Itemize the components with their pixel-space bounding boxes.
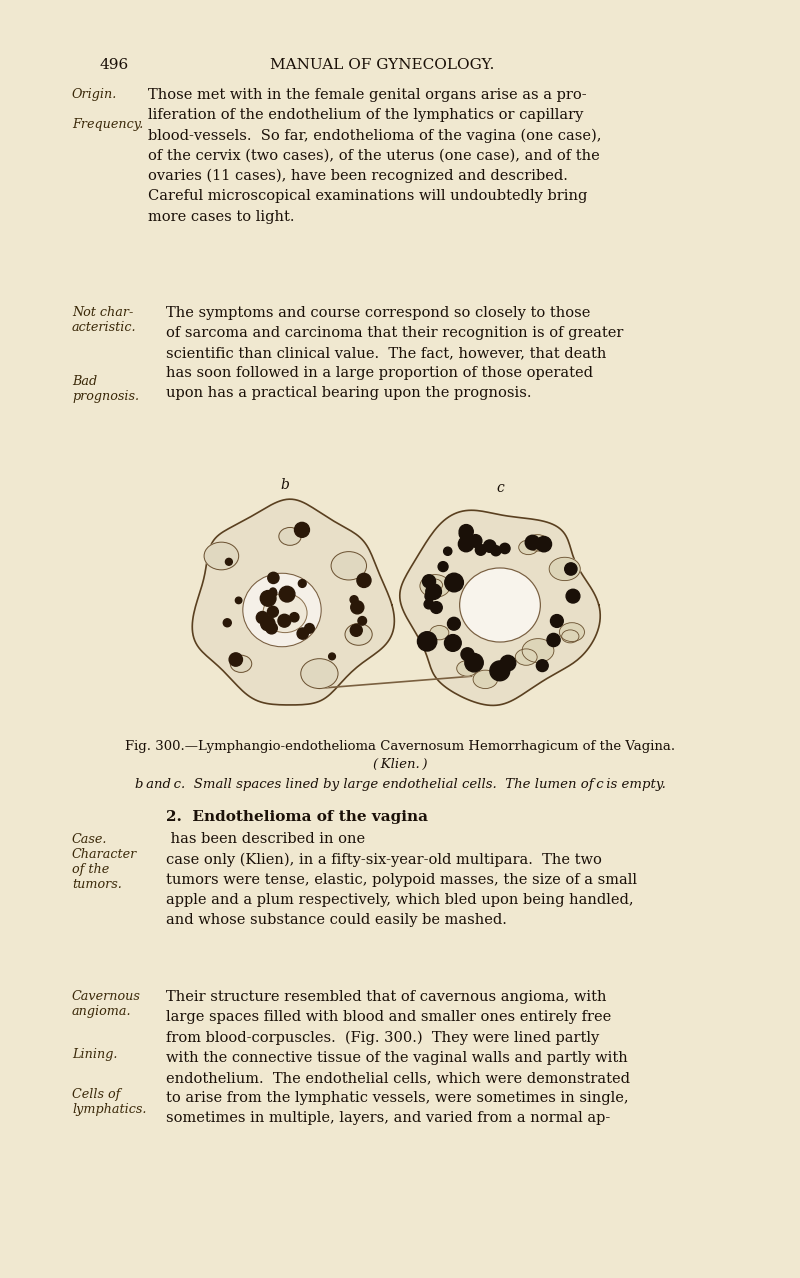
Circle shape [418, 631, 437, 651]
Circle shape [445, 574, 463, 592]
Ellipse shape [473, 670, 498, 689]
Text: Origin.: Origin. [72, 88, 118, 101]
Circle shape [229, 653, 242, 666]
Text: b and c.  Small spaces lined by large endothelial cells.  The lumen of c is empt: b and c. Small spaces lined by large end… [134, 778, 666, 791]
Ellipse shape [426, 579, 442, 592]
Text: The symptoms and course correspond so closely to those
of sarcoma and carcinoma : The symptoms and course correspond so cl… [166, 305, 623, 400]
Text: MANUAL OF GYNECOLOGY.: MANUAL OF GYNECOLOGY. [270, 58, 494, 72]
Ellipse shape [562, 630, 579, 643]
Circle shape [500, 656, 516, 671]
Circle shape [461, 648, 474, 661]
Text: Cavernous
angioma.: Cavernous angioma. [72, 990, 141, 1019]
Text: Cells of
lymphatics.: Cells of lymphatics. [72, 1088, 146, 1116]
Circle shape [536, 537, 551, 552]
Circle shape [445, 635, 462, 652]
Circle shape [235, 597, 242, 603]
Ellipse shape [345, 624, 372, 645]
Ellipse shape [559, 622, 585, 642]
Circle shape [491, 546, 501, 556]
Ellipse shape [430, 625, 449, 640]
Ellipse shape [526, 534, 549, 551]
Text: c: c [496, 481, 504, 495]
Ellipse shape [518, 541, 538, 555]
Polygon shape [192, 500, 394, 705]
Text: Those met with in the female genital organs arise as a pro-
liferation of the en: Those met with in the female genital org… [148, 88, 602, 224]
Ellipse shape [522, 639, 554, 662]
Circle shape [270, 588, 276, 594]
Circle shape [425, 592, 434, 601]
Circle shape [329, 653, 335, 659]
Text: Frequency.: Frequency. [72, 118, 143, 132]
Circle shape [424, 599, 434, 608]
Circle shape [465, 653, 483, 672]
Ellipse shape [263, 593, 307, 633]
Circle shape [475, 544, 486, 555]
Circle shape [290, 612, 299, 622]
Ellipse shape [420, 575, 450, 597]
Circle shape [430, 602, 442, 613]
Circle shape [298, 579, 306, 588]
Text: 496: 496 [100, 58, 130, 72]
Circle shape [422, 575, 435, 588]
Text: has been described in one
case only (Klien), in a fifty-six-year-old multipara. : has been described in one case only (Kli… [166, 832, 637, 927]
Circle shape [565, 562, 577, 575]
Circle shape [223, 619, 231, 626]
Circle shape [278, 615, 291, 627]
Circle shape [550, 615, 563, 627]
Circle shape [490, 661, 510, 681]
Circle shape [294, 523, 310, 537]
Polygon shape [400, 510, 600, 705]
Circle shape [266, 622, 278, 634]
Ellipse shape [279, 528, 301, 546]
Circle shape [350, 596, 358, 603]
Circle shape [483, 539, 496, 552]
Text: Their structure resembled that of cavernous angioma, with
large spaces filled wi: Their structure resembled that of cavern… [166, 990, 630, 1125]
Circle shape [444, 547, 452, 556]
Text: 2.  Endothelioma of the vagina: 2. Endothelioma of the vagina [166, 810, 428, 824]
Circle shape [226, 558, 232, 565]
Circle shape [268, 573, 279, 584]
Circle shape [270, 589, 277, 597]
Circle shape [526, 535, 540, 550]
Text: Case.: Case. [72, 833, 107, 846]
Text: b: b [281, 478, 290, 492]
Circle shape [267, 606, 278, 617]
Ellipse shape [204, 542, 238, 570]
Circle shape [458, 537, 474, 552]
Circle shape [547, 634, 560, 647]
Text: Not char-
acteristic.: Not char- acteristic. [72, 305, 137, 334]
Ellipse shape [460, 567, 540, 642]
Circle shape [350, 601, 364, 613]
Circle shape [350, 625, 362, 636]
Circle shape [459, 529, 468, 539]
Circle shape [297, 627, 308, 639]
Text: ( Klien. ): ( Klien. ) [373, 758, 427, 771]
Text: Character
of the
tumors.: Character of the tumors. [72, 849, 138, 891]
Circle shape [261, 616, 275, 631]
Circle shape [279, 587, 295, 602]
Circle shape [358, 616, 366, 625]
Ellipse shape [549, 557, 580, 580]
Text: Fig. 300.—Lymphangio-endothelioma Cavernosum Hemorrhagicum of the Vagina.: Fig. 300.—Lymphangio-endothelioma Cavern… [125, 740, 675, 753]
Circle shape [260, 590, 276, 606]
Circle shape [459, 524, 474, 539]
Text: Bad
prognosis.: Bad prognosis. [72, 374, 139, 403]
Circle shape [438, 561, 448, 571]
Circle shape [256, 612, 269, 624]
Circle shape [470, 534, 482, 547]
Ellipse shape [230, 656, 252, 672]
Ellipse shape [457, 661, 478, 676]
Ellipse shape [515, 649, 537, 666]
Text: Lining.: Lining. [72, 1048, 118, 1061]
Circle shape [426, 584, 442, 599]
Ellipse shape [243, 574, 321, 647]
Circle shape [447, 617, 460, 630]
Circle shape [536, 659, 548, 671]
Ellipse shape [301, 658, 338, 689]
Circle shape [357, 574, 371, 588]
Circle shape [500, 543, 510, 553]
Circle shape [305, 624, 314, 633]
Circle shape [566, 589, 580, 603]
Ellipse shape [331, 552, 366, 580]
